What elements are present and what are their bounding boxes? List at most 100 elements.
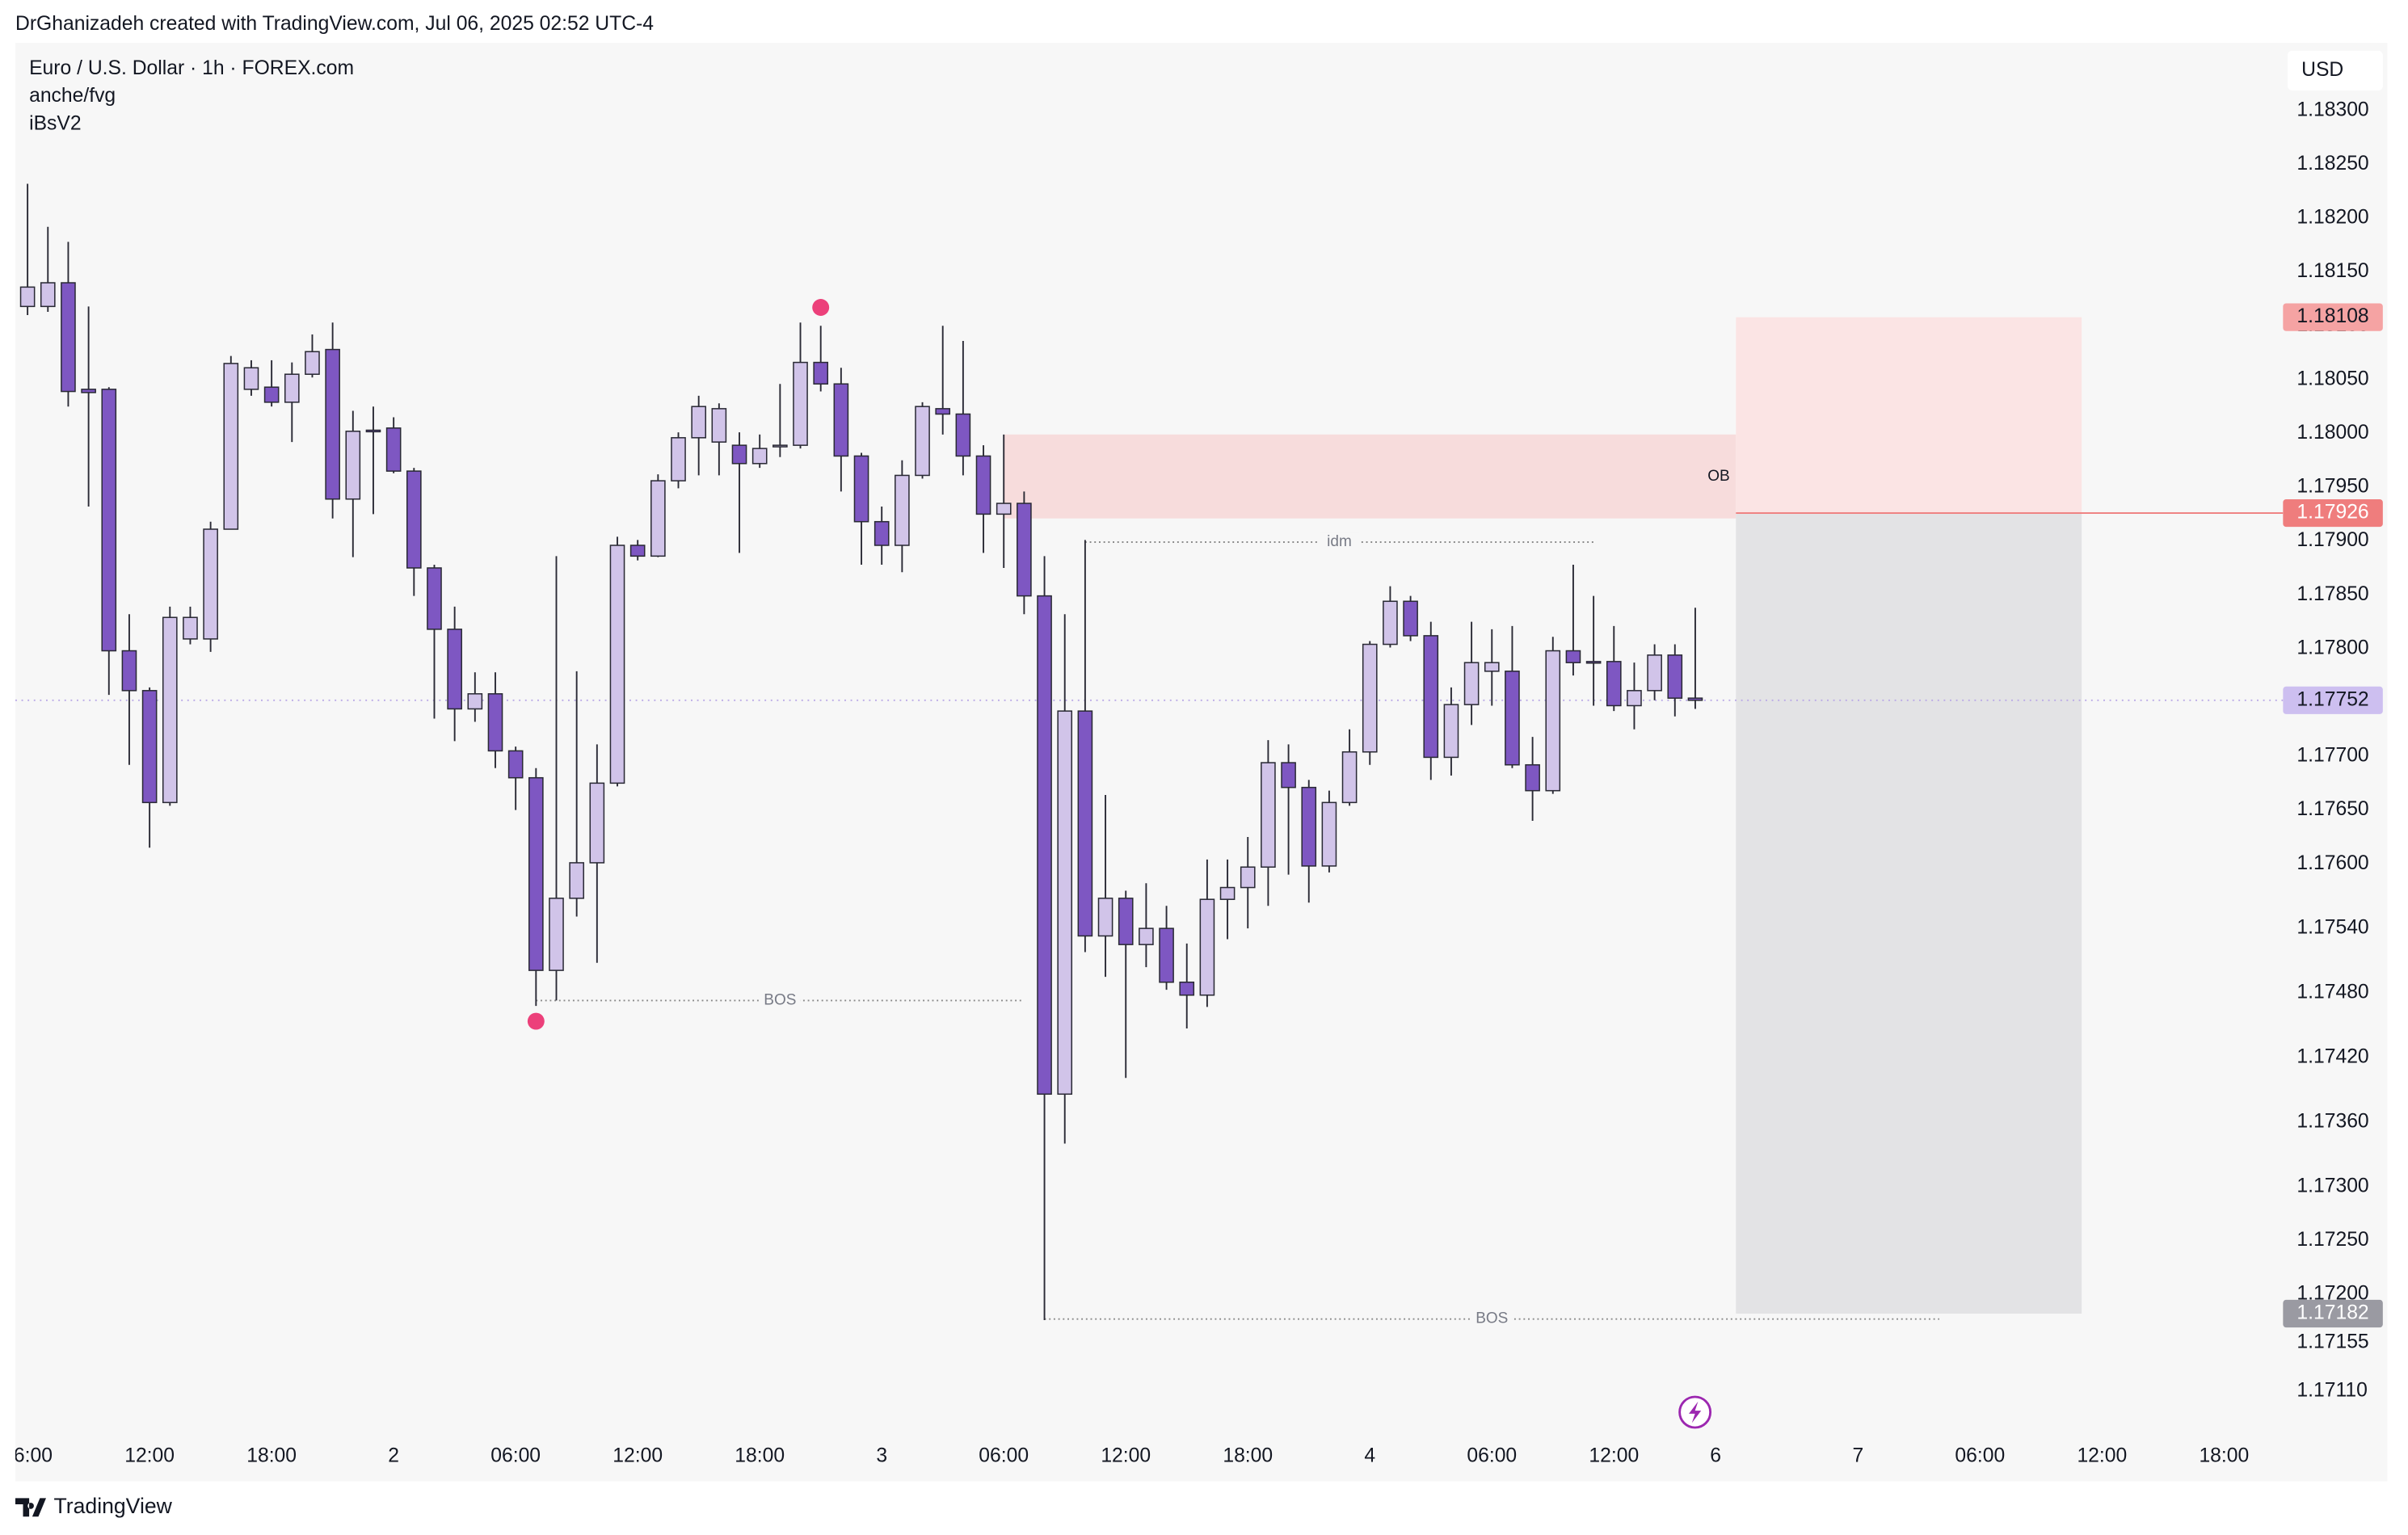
y-tick-label: 1.17420 xyxy=(2296,1046,2368,1068)
replay-icon[interactable] xyxy=(1678,1395,1712,1429)
candle-body xyxy=(751,448,768,465)
candle-body xyxy=(1321,801,1337,867)
x-tick-label: 06:00 xyxy=(1955,1445,2005,1467)
candle-body xyxy=(223,363,239,530)
candle-body xyxy=(365,429,381,433)
y-tick-label: 1.18250 xyxy=(2296,153,2368,175)
y-tick-label: 1.17480 xyxy=(2296,982,2368,1003)
candle-body xyxy=(650,480,666,557)
price-label: 1.17752 xyxy=(2296,688,2368,710)
price-label: 1.18108 xyxy=(2296,305,2368,327)
y-tick-label: 1.18050 xyxy=(2296,368,2368,389)
candle-body xyxy=(1627,690,1642,707)
level-label: BOS xyxy=(1476,1310,1508,1327)
y-tick-label: 1.17900 xyxy=(2296,529,2368,551)
candle-body xyxy=(589,782,605,864)
x-tick-label: 18:00 xyxy=(735,1445,785,1467)
x-tick-label: 18:00 xyxy=(1223,1445,1273,1467)
candle-body xyxy=(1667,654,1683,699)
level-label-bg xyxy=(1319,532,1360,552)
price-label-bg xyxy=(2283,1299,2383,1328)
indicator[interactable]: iBsV2 xyxy=(29,112,82,134)
x-tick-label: 12:00 xyxy=(1101,1445,1151,1467)
candle-body xyxy=(1341,751,1358,804)
candle-body xyxy=(629,545,646,557)
candle-body xyxy=(813,361,829,385)
price-label: 1.17926 xyxy=(2296,502,2368,524)
candle-body xyxy=(284,373,300,403)
x-tick-label: 06:00 xyxy=(490,1445,541,1467)
candle-body xyxy=(1077,710,1093,937)
x-tick-label: 06:00 xyxy=(979,1445,1029,1467)
swing-low-marker xyxy=(527,1012,545,1030)
y-tick-label: 1.18200 xyxy=(2296,207,2368,229)
candle-body xyxy=(528,776,544,971)
currency[interactable]: USD xyxy=(2301,59,2343,81)
y-tick-label: 1.18300 xyxy=(2296,99,2368,120)
price-label: 1.17182 xyxy=(2296,1302,2368,1324)
candle-body xyxy=(1484,662,1500,672)
candle-body xyxy=(467,693,483,710)
target-zone xyxy=(1736,317,2082,514)
candle-body xyxy=(141,690,158,804)
candle-body xyxy=(1118,898,1134,945)
candle-body xyxy=(569,862,584,899)
candle-body xyxy=(1647,654,1662,692)
candle-body xyxy=(406,470,422,569)
y-tick-label: 1.17250 xyxy=(2296,1229,2368,1251)
level-label-bg xyxy=(760,991,801,1010)
level-label: BOS xyxy=(764,991,796,1008)
y-tick-label: 1.17800 xyxy=(2296,637,2368,658)
candle-body xyxy=(487,693,503,752)
candle-body xyxy=(81,389,96,393)
y-tick-label: 1.17700 xyxy=(2296,745,2368,767)
candle-body xyxy=(1423,635,1439,759)
price-label-bg xyxy=(2283,498,2383,528)
plot: OB BOS idm BOS xyxy=(15,183,2284,1329)
y-tick-label: 1.17360 xyxy=(2296,1110,2368,1132)
candle-body xyxy=(1261,762,1276,868)
candle-body xyxy=(1403,600,1418,637)
x-tick-label: 12:00 xyxy=(613,1445,663,1467)
candle-body xyxy=(1565,650,1581,663)
candle-body xyxy=(1017,503,1032,597)
y-tick-label: 1.17540 xyxy=(2296,917,2368,939)
footer-brand: TradingView xyxy=(54,1494,173,1518)
currency-box[interactable] xyxy=(2288,50,2383,91)
candle-body xyxy=(874,520,890,546)
candle-body xyxy=(1240,866,1256,889)
header: DrGhanizadeh created with TradingView.co… xyxy=(15,13,654,35)
candle-body xyxy=(1545,650,1561,792)
candle-body xyxy=(305,351,320,375)
indicator[interactable]: anche/fvg xyxy=(29,85,116,107)
symbol[interactable]: Euro / U.S. Dollar · 1h · FOREX.com xyxy=(29,57,354,79)
x-tick-label: 06:00 xyxy=(1467,1445,1517,1467)
candle-body xyxy=(935,408,951,415)
candle-body xyxy=(1362,643,1378,753)
candle-body xyxy=(385,427,402,472)
candle-body xyxy=(183,616,198,640)
price-label-bg xyxy=(2283,303,2383,331)
candle-body xyxy=(1463,662,1480,705)
swing-high-marker xyxy=(812,299,830,316)
candle-body xyxy=(996,503,1012,515)
y-tick-label: 1.17110 xyxy=(2296,1379,2367,1401)
candle-body xyxy=(1525,763,1540,792)
candle-body xyxy=(325,348,340,500)
candle-body xyxy=(1383,600,1398,646)
candle-body xyxy=(345,431,361,500)
candle-body xyxy=(1443,704,1459,759)
y-tick-label: 1.17600 xyxy=(2296,852,2368,874)
y-tick-label: 1.17650 xyxy=(2296,798,2368,820)
candle-body xyxy=(1159,927,1174,983)
candle-body xyxy=(609,545,625,784)
y-tick-label: 1.18150 xyxy=(2296,260,2368,282)
candle-body xyxy=(263,386,280,403)
candle-body xyxy=(162,616,178,804)
level-label: idm xyxy=(1327,533,1352,550)
candle-body xyxy=(711,408,727,443)
x-tick-label: 12:00 xyxy=(124,1445,175,1467)
x-tick-label: 06:00 xyxy=(2,1445,53,1467)
candle-body xyxy=(203,528,218,640)
x-axis: 06:00 12:00 18:00 2 06:00 12:00 18:00 3 06:00 12:… xyxy=(2,1445,2249,1467)
